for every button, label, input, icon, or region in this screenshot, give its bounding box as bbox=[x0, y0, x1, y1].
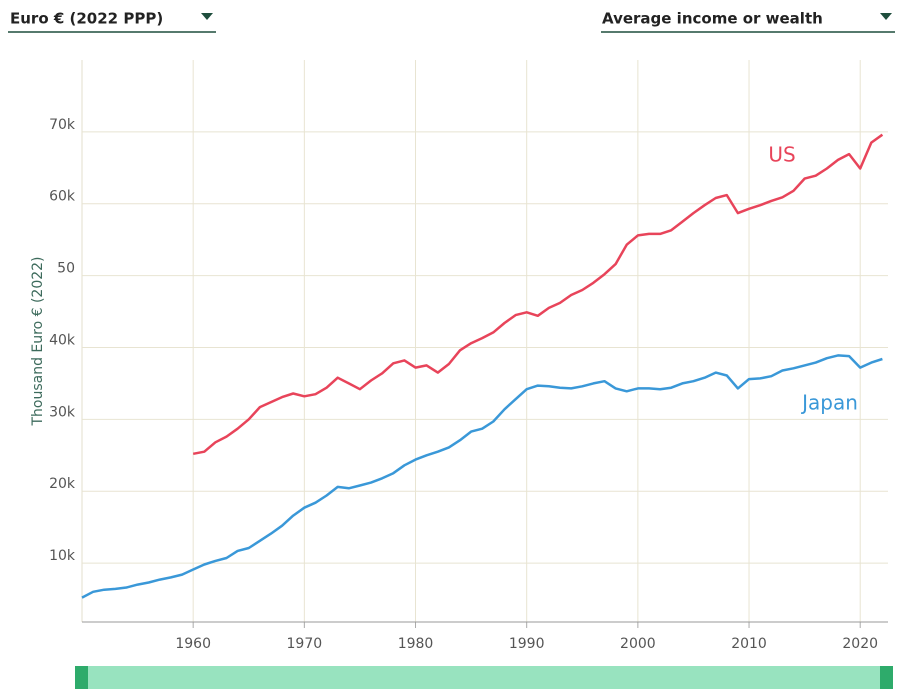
x-tick-label: 1990 bbox=[509, 636, 545, 652]
x-tick-label: 1960 bbox=[175, 636, 211, 652]
metric-dropdown[interactable]: Average income or wealth bbox=[602, 10, 823, 28]
unit-dropdown[interactable]: Euro € (2022 PPP) bbox=[10, 10, 163, 28]
x-tick-label: 2000 bbox=[620, 636, 656, 652]
y-tick-label: 20k bbox=[49, 476, 76, 492]
dropdown-arrow[interactable] bbox=[880, 13, 892, 20]
range-slider[interactable] bbox=[75, 666, 893, 689]
y-tick-label: 30k bbox=[49, 404, 76, 420]
series-label: Japan bbox=[800, 391, 858, 415]
x-tick-label: 1970 bbox=[287, 636, 323, 652]
x-tick-label: 2010 bbox=[731, 636, 767, 652]
x-tick-label: 1980 bbox=[398, 636, 434, 652]
y-axis-label: Thousand Euro € (2022) bbox=[30, 256, 46, 426]
series-line bbox=[192, 133, 884, 456]
y-tick-label: 10k bbox=[49, 548, 76, 564]
series-label: US bbox=[768, 143, 795, 167]
y-tick-label: 40k bbox=[49, 332, 76, 348]
slider-handle[interactable] bbox=[75, 666, 88, 689]
y-tick-label: 70k bbox=[49, 117, 76, 133]
slider-handle[interactable] bbox=[880, 666, 893, 689]
y-tick-label: 50 bbox=[57, 261, 75, 277]
dropdown-arrow[interactable] bbox=[201, 13, 213, 20]
series-line bbox=[81, 354, 883, 599]
x-tick-label: 2020 bbox=[842, 636, 878, 652]
y-tick-label: 60k bbox=[49, 189, 76, 205]
